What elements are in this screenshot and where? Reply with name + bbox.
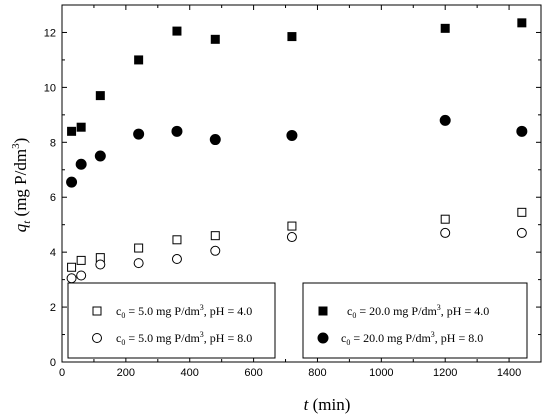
data-point-series-4 bbox=[75, 158, 87, 170]
x-tick-label: 200 bbox=[117, 367, 135, 379]
data-point-series-2 bbox=[171, 254, 182, 265]
y-tick-label: 12 bbox=[44, 27, 56, 39]
data-point-series-3 bbox=[210, 34, 220, 44]
data-point-series-1 bbox=[517, 207, 527, 217]
data-point-series-1 bbox=[287, 221, 297, 231]
data-point-series-2 bbox=[133, 258, 144, 269]
y-tick-label: 4 bbox=[50, 247, 56, 259]
data-point-series-1 bbox=[210, 231, 220, 241]
tick-labels: 0 200 400 600 800 1000 1200 1400 0 2 4 6 8 10 12 bbox=[44, 27, 522, 379]
data-point-series-3 bbox=[76, 122, 86, 132]
legend-marker-3 bbox=[318, 306, 328, 316]
plot-frame bbox=[61, 4, 542, 363]
x-tick-label: 1200 bbox=[433, 367, 457, 379]
legend-box-left bbox=[67, 282, 276, 359]
legend-marker-4 bbox=[317, 332, 329, 344]
data-point-series-3 bbox=[287, 32, 297, 42]
y-tick-label: 2 bbox=[50, 302, 56, 314]
data-point-series-2 bbox=[516, 227, 527, 238]
x-tick-label: 1400 bbox=[497, 367, 521, 379]
data-point-series-4 bbox=[94, 150, 106, 162]
x-tick-label: 400 bbox=[181, 367, 199, 379]
data-points bbox=[66, 18, 528, 284]
y-tick-label: 6 bbox=[50, 192, 56, 204]
data-point-series-1 bbox=[76, 255, 86, 265]
data-point-series-4 bbox=[286, 129, 298, 141]
data-point-series-3 bbox=[67, 126, 77, 136]
data-point-series-4 bbox=[516, 125, 528, 137]
x-tick-label: 800 bbox=[308, 367, 326, 379]
data-point-series-4 bbox=[209, 134, 221, 146]
data-point-series-1 bbox=[67, 262, 77, 272]
data-point-series-4 bbox=[171, 125, 183, 137]
legend-label-4: c0 = 20.0 mg P/dm3, pH = 8.0 bbox=[341, 330, 483, 347]
x-tick-label: 0 bbox=[59, 367, 65, 379]
data-point-series-3 bbox=[134, 55, 144, 65]
y-tick-label: 0 bbox=[50, 357, 56, 369]
legend-marker-1 bbox=[92, 306, 102, 316]
data-point-series-3 bbox=[95, 91, 105, 101]
data-point-series-2 bbox=[210, 245, 221, 256]
legend-marker-2 bbox=[92, 333, 102, 343]
legend-label-2: c0 = 5.0 mg P/dm3, pH = 8.0 bbox=[116, 330, 252, 347]
data-point-series-2 bbox=[95, 259, 106, 270]
tick-marks bbox=[61, 5, 541, 363]
x-tick-label: 1000 bbox=[369, 367, 393, 379]
data-point-series-4 bbox=[133, 128, 145, 140]
data-point-series-2 bbox=[440, 227, 451, 238]
data-point-series-1 bbox=[172, 235, 182, 245]
legend: c0 = 5.0 mg P/dm3, pH = 4.0 c0 = 5.0 mg P… bbox=[92, 303, 489, 347]
data-point-series-1 bbox=[440, 214, 450, 224]
y-axis-label: qt (mg P/dm3) bbox=[10, 138, 33, 233]
data-point-series-3 bbox=[440, 23, 450, 33]
data-point-series-2 bbox=[66, 273, 77, 284]
legend-label-3: c0 = 20.0 mg P/dm3, pH = 4.0 bbox=[347, 303, 489, 320]
data-point-series-3 bbox=[517, 18, 527, 28]
legend-box-right bbox=[302, 282, 528, 359]
x-tick-label: 600 bbox=[244, 367, 262, 379]
data-point-series-2 bbox=[286, 232, 297, 243]
data-point-series-1 bbox=[134, 243, 144, 253]
legend-label-1: c0 = 5.0 mg P/dm3, pH = 4.0 bbox=[116, 303, 252, 320]
y-tick-label: 10 bbox=[44, 82, 56, 94]
y-tick-label: 8 bbox=[50, 137, 56, 149]
data-point-series-2 bbox=[76, 270, 87, 281]
data-point-series-4 bbox=[66, 176, 78, 188]
data-point-series-4 bbox=[439, 114, 451, 126]
x-axis-label: t (min) bbox=[304, 395, 351, 414]
data-point-series-3 bbox=[172, 26, 182, 36]
axes bbox=[61, 4, 542, 363]
